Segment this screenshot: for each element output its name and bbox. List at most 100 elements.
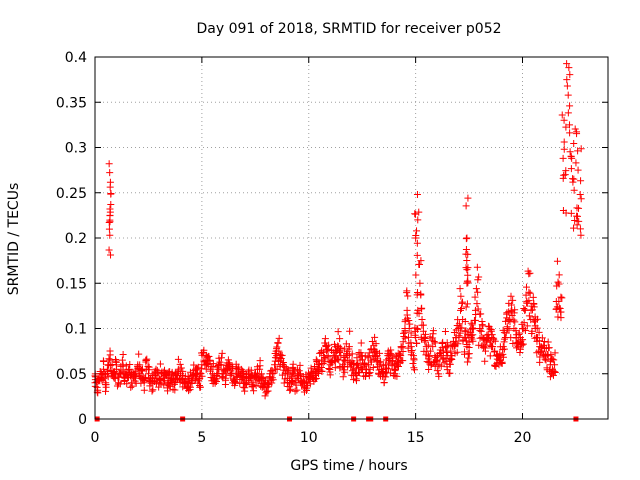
data-point-cluster [405,333,413,341]
data-point-cluster [313,357,321,365]
data-point-cluster [462,245,470,253]
data-point-cluster [472,285,480,293]
data-point-cluster [500,335,508,343]
data-point-cluster [105,355,113,363]
data-point-cluster [188,376,196,384]
data-point-cluster [241,384,249,392]
data-point-cluster [122,362,130,370]
data-point-cluster [476,326,484,334]
data-point-cluster [478,321,486,329]
data-point-cluster [464,194,472,202]
data-point-cluster [417,257,425,265]
data-point-cluster [487,327,495,335]
data-point-cluster [544,338,552,346]
data-point-cluster [401,327,409,335]
data-point-cluster [563,76,571,84]
data-point-cluster [460,348,468,356]
data-point-cluster [127,383,135,391]
data-point-cluster [567,209,575,217]
data-point [463,234,471,242]
data-point-cluster [413,339,421,347]
data-point-cluster [371,333,379,341]
data-point-cluster [291,387,299,395]
data-point [337,352,345,360]
data-point-cluster [332,353,340,361]
data-point [429,343,437,351]
data-point-cluster [156,375,164,383]
data-point-cluster [448,356,456,364]
y-tick-label: 0.1 [65,322,87,338]
data-point-cluster [474,305,482,313]
data-point-cluster [324,353,332,361]
data-point-cluster [465,343,473,351]
data-point-cluster [441,327,449,335]
x-tick-label: 20 [514,430,532,446]
data-point-cluster [557,293,565,301]
data-point-cluster [421,334,429,342]
data-point-cluster [295,367,303,375]
data-point-cluster [228,363,236,371]
data-point-cluster [375,359,383,367]
data-point-cluster [443,366,451,374]
data-point-cluster [377,358,385,366]
data-point-cluster [486,352,494,360]
data-point-cluster [119,350,127,358]
data-point-cluster [577,177,585,185]
data-point-cluster [106,362,114,370]
data-point-cluster [454,340,462,348]
data-point-cluster [566,129,574,137]
data-point-cluster [511,318,519,326]
data-point-cluster [413,251,421,259]
data-point-cluster [412,271,420,279]
data-point-cluster [570,186,578,194]
data-point [100,365,108,373]
data-point-cluster [503,323,511,331]
data-point-cluster [336,335,344,343]
data-point-cluster [368,338,376,346]
data-point [414,216,422,224]
data-point-cluster [357,364,365,372]
data-point-cluster [373,354,381,362]
data-point-cluster [105,160,113,168]
data-point-cluster [359,356,367,364]
data-point-cluster [471,293,479,301]
data-point-cluster [429,327,437,335]
data-point-cluster [554,278,562,286]
data-point-cluster [430,338,438,346]
data-point-cluster [105,225,113,233]
data-point-cluster [518,340,526,348]
data-point-cluster [152,365,160,373]
data-point-cluster [174,355,182,363]
data-point-cluster [206,356,214,364]
data-point-cluster [471,316,479,324]
data-point-cluster [376,349,384,357]
data-point-cluster [505,326,513,334]
y-tick-label: 0.05 [56,367,87,383]
data-point-cluster [404,344,412,352]
data-point-cluster [491,337,499,345]
data-point-cluster [525,297,533,305]
data-point-cluster [509,296,517,304]
data-point-cluster [550,371,557,379]
x-tick-label: 5 [197,430,206,446]
data-point-cluster [442,344,450,352]
data-point-cluster [307,364,315,372]
data-point-cluster [233,373,241,381]
data-point-cluster [348,350,356,358]
data-point-cluster [239,369,247,377]
data-point-cluster [390,371,398,379]
data-point-cluster [562,123,570,131]
data-point-cluster [190,361,198,369]
data-point-cluster [289,363,297,371]
data-point [527,306,535,314]
data-point-cluster [247,366,255,374]
data-point [463,266,471,274]
data-point-cluster [156,360,164,368]
data-point-cluster [550,356,558,364]
data-point-cluster [567,153,575,161]
data-point-cluster [179,367,187,375]
data-point [576,191,584,199]
data-point-cluster [346,327,354,335]
data-point-cluster [556,304,564,312]
data-point-cluster [499,353,507,361]
